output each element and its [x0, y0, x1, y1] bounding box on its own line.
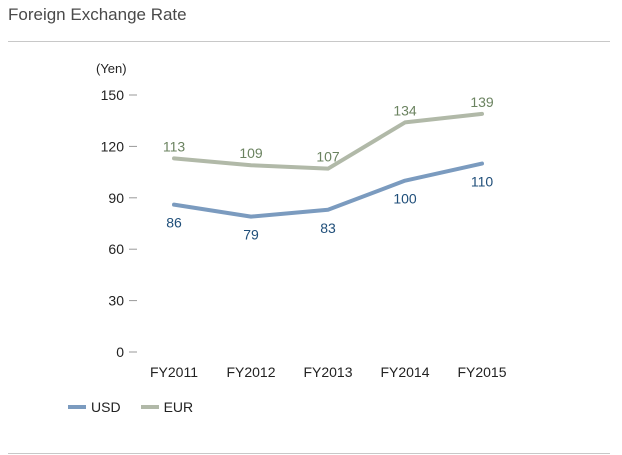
- data-label-usd-fy2011: 86: [166, 215, 182, 231]
- data-label-eur-fy2013: 107: [316, 149, 340, 165]
- y-axis-label: (Yen): [96, 61, 127, 76]
- data-label-eur-fy2011: 113: [163, 138, 186, 154]
- data-label-usd-fy2015: 110: [471, 174, 494, 190]
- data-label-eur-fy2014: 134: [393, 102, 417, 118]
- legend-swatch-eur: [140, 405, 159, 409]
- legend-item-eur[interactable]: EUR: [140, 399, 194, 415]
- data-label-usd-fy2013: 83: [320, 220, 336, 236]
- data-label-eur-fy2012: 109: [239, 145, 263, 161]
- x-tick-label-fy2014: FY2014: [380, 364, 429, 380]
- series-line-usd: [172, 161, 484, 219]
- y-tick-label-150: 150: [101, 87, 125, 103]
- data-label-usd-fy2012: 79: [243, 227, 259, 243]
- series-line-eur: [172, 111, 484, 171]
- legend-label-usd: USD: [91, 399, 121, 415]
- data-label-usd-fy2014: 100: [393, 191, 417, 207]
- y-tick-label-60: 60: [108, 241, 124, 257]
- data-label-eur-fy2015: 139: [470, 94, 494, 110]
- legend: USD EUR: [68, 399, 213, 415]
- y-tick-label-120: 120: [101, 138, 125, 154]
- title-divider: [8, 41, 610, 42]
- y-tick-label-90: 90: [108, 190, 124, 206]
- legend-item-usd[interactable]: USD: [68, 399, 121, 415]
- legend-swatch-usd: [68, 405, 86, 409]
- x-tick-label-fy2012: FY2012: [226, 364, 275, 380]
- y-tick-label-30: 30: [108, 293, 124, 309]
- legend-label-eur: EUR: [163, 399, 194, 415]
- page-title: Foreign Exchange Rate: [8, 5, 187, 24]
- x-tick-label-fy2011: FY2011: [150, 364, 198, 380]
- footer-divider: [8, 453, 610, 454]
- x-tick-label-fy2015: FY2015: [457, 364, 506, 380]
- x-tick-label-fy2013: FY2013: [303, 364, 352, 380]
- y-tick-label-0: 0: [116, 344, 124, 360]
